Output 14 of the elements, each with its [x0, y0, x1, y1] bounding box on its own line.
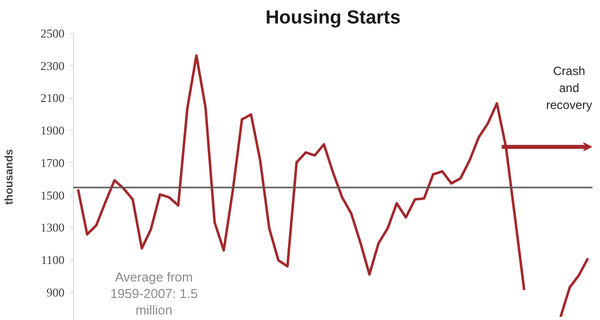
annotation: Average from 1959-2007: 1.5 million — [110, 270, 198, 318]
y-tick-label: 2500 — [40, 26, 64, 40]
y-tick-label: 1500 — [40, 188, 64, 202]
y-tick-label: 1900 — [40, 124, 64, 138]
y-tick-label: 1700 — [40, 156, 64, 170]
y-tick-label: 2300 — [40, 58, 64, 73]
line-series — [559, 257, 590, 318]
y-tick-label: 1300 — [40, 220, 64, 235]
y-tick-label: 900 — [46, 285, 64, 300]
y-axis-title: thousands — [4, 149, 16, 205]
y-tick-label: 2100 — [40, 91, 64, 106]
chart-title: Housing Starts — [265, 8, 401, 28]
annotation: Crash and recovery — [546, 64, 592, 112]
y-tick-label: 1100 — [40, 253, 65, 268]
